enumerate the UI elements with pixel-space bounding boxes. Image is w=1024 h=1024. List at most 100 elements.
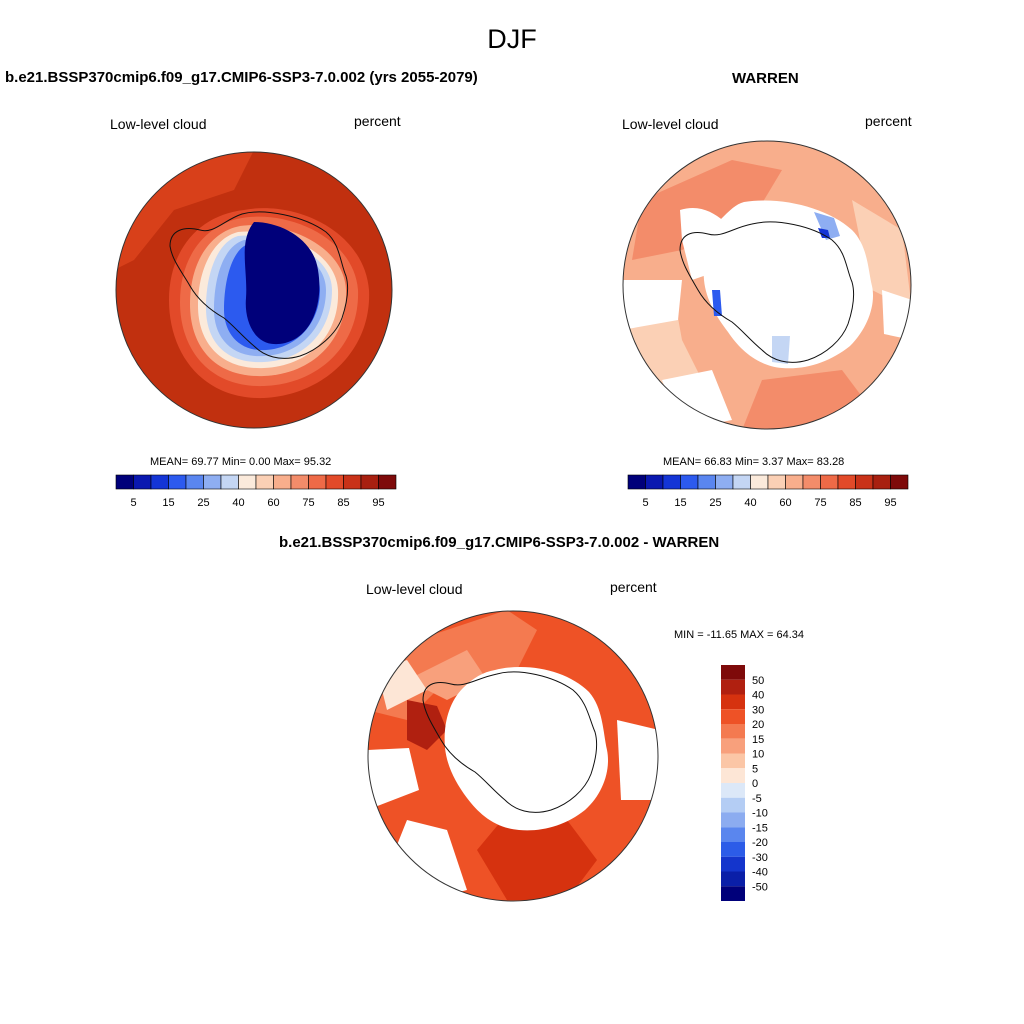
diff-colorbar-swatch bbox=[721, 679, 745, 695]
diff-colorbar-tick-label: -30 bbox=[752, 852, 768, 864]
model-colorbar-swatch bbox=[220, 474, 239, 490]
diff-colorbar-tick-label: -40 bbox=[752, 867, 768, 879]
model-polar-map bbox=[115, 151, 393, 429]
obs-units-label: percent bbox=[865, 113, 912, 129]
diff-colorbar-tick-label: 5 bbox=[752, 763, 758, 775]
diff-colorbar-swatch bbox=[721, 783, 745, 798]
diff-colorbar-swatch bbox=[721, 856, 745, 872]
model-map-boundary bbox=[115, 151, 393, 429]
obs-colorbar-swatch bbox=[662, 474, 681, 490]
model-colorbar-swatch bbox=[325, 474, 344, 490]
model-colorbar-swatch bbox=[255, 474, 274, 490]
diff-colorbar-swatch bbox=[721, 812, 745, 828]
model-colorbar-tick-label: 25 bbox=[197, 497, 209, 509]
model-panel-title: b.e21.BSSP370cmip6.f09_g17.CMIP6-SSP3-7.… bbox=[5, 69, 478, 86]
obs-variable-label: Low-level cloud bbox=[622, 116, 719, 132]
model-colorbar-swatch bbox=[238, 474, 257, 490]
diff-colorbar-swatch bbox=[721, 694, 745, 710]
model-colorbar-swatch bbox=[343, 474, 362, 490]
obs-colorbar-swatch bbox=[750, 474, 769, 490]
model-colorbar-swatch bbox=[378, 474, 397, 490]
obs-panel-title: WARREN bbox=[732, 70, 799, 87]
diff-colorbar-swatch bbox=[721, 886, 745, 901]
diff-colorbar-tick-label: -5 bbox=[752, 793, 762, 805]
obs-polar-map bbox=[622, 140, 912, 430]
model-colorbar-tick-label: 5 bbox=[130, 497, 136, 509]
obs-map-boundary bbox=[622, 140, 912, 430]
obs-colorbar-swatch bbox=[820, 474, 839, 490]
obs-colorbar-swatch bbox=[872, 474, 891, 490]
model-colorbar-swatch bbox=[290, 474, 309, 490]
model-colorbar-swatch bbox=[203, 474, 222, 490]
diff-colorbar-tick-label: 30 bbox=[752, 704, 764, 716]
diff-colorbar-tick-label: 0 bbox=[752, 778, 758, 790]
figure-title: DJF bbox=[487, 24, 537, 54]
obs-colorbar-swatch bbox=[715, 474, 734, 490]
model-colorbar-tick-label: 60 bbox=[267, 497, 279, 509]
obs-colorbar-tick-label: 60 bbox=[779, 497, 791, 509]
obs-colorbar-swatch bbox=[802, 474, 821, 490]
diff-colorbar-tick-label: 10 bbox=[752, 749, 764, 761]
model-stats: MEAN= 69.77 Min= 0.00 Max= 95.32 bbox=[150, 456, 332, 468]
diff-variable-label: Low-level cloud bbox=[366, 581, 463, 597]
model-colorbar-swatch bbox=[360, 474, 379, 490]
model-antarctica-coastline bbox=[169, 211, 349, 359]
diff-colorbar-swatch bbox=[721, 753, 745, 769]
obs-colorbar-swatch bbox=[890, 474, 909, 490]
obs-colorbar-swatch bbox=[645, 474, 664, 490]
obs-colorbar-tick-label: 5 bbox=[642, 497, 648, 509]
diff-colorbar-tick-label: -50 bbox=[752, 881, 768, 893]
diff-units-label: percent bbox=[610, 579, 657, 595]
diff-colorbar-swatch bbox=[721, 871, 745, 887]
diff-colorbar-swatch bbox=[721, 797, 745, 813]
obs-fill-nw bbox=[632, 160, 782, 260]
model-colorbar-tick-label: 95 bbox=[372, 497, 384, 509]
diff-colorbar-swatch bbox=[721, 665, 745, 680]
diff-colorbar-swatch bbox=[721, 724, 745, 739]
model-colorbar-tick-label: 40 bbox=[232, 497, 244, 509]
obs-colorbar-tick-label: 40 bbox=[744, 497, 756, 509]
model-colorbar-swatch bbox=[150, 474, 169, 490]
obs-colorbar-tick-label: 95 bbox=[884, 497, 896, 509]
obs-colorbar-swatch bbox=[680, 474, 699, 490]
model-units-label: percent bbox=[354, 113, 401, 129]
obs-colorbar-tick-label: 85 bbox=[849, 497, 861, 509]
diff-colorbar-tick-label: -20 bbox=[752, 837, 768, 849]
model-colorbar-swatch bbox=[115, 474, 134, 490]
model-fill-core bbox=[244, 222, 320, 345]
obs-colorbar-swatch bbox=[697, 474, 716, 490]
diff-map-boundary bbox=[367, 610, 659, 902]
obs-colorbar-swatch bbox=[785, 474, 804, 490]
diff-colorbar-tick-label: 20 bbox=[752, 719, 764, 731]
obs-antarctica-coastline bbox=[679, 221, 855, 363]
diff-stats: MIN = -11.65 MAX = 64.34 bbox=[674, 629, 805, 641]
diff-colorbar-swatch bbox=[721, 709, 745, 724]
obs-colorbar-swatch bbox=[837, 474, 856, 490]
diff-colorbar-swatch bbox=[721, 738, 745, 754]
model-colorbar-swatch bbox=[185, 474, 204, 490]
obs-colorbar-tick-label: 15 bbox=[674, 497, 686, 509]
model-colorbar-tick-label: 85 bbox=[337, 497, 349, 509]
diff-colorbar-tick-label: 50 bbox=[752, 675, 764, 687]
obs-colorbar-swatch bbox=[855, 474, 874, 490]
model-colorbar-swatch bbox=[168, 474, 187, 490]
obs-colorbar: 5 15 25 40 60 75 85 95 bbox=[627, 474, 909, 509]
model-colorbar-swatch bbox=[308, 474, 327, 490]
obs-colorbar-swatch bbox=[627, 474, 646, 490]
model-colorbar: 5 15 25 40 60 75 85 95 bbox=[115, 474, 397, 509]
diff-colorbar-swatch bbox=[721, 768, 745, 783]
model-colorbar-swatch bbox=[273, 474, 292, 490]
obs-colorbar-swatch bbox=[767, 474, 786, 490]
diff-colorbar-tick-label: 15 bbox=[752, 734, 764, 746]
diff-colorbar-tick-label: -15 bbox=[752, 822, 768, 834]
obs-colorbar-tick-label: 25 bbox=[709, 497, 721, 509]
diff-colorbar-tick-label: 40 bbox=[752, 690, 764, 702]
obs-colorbar-swatch bbox=[732, 474, 751, 490]
diff-polar-map bbox=[367, 610, 659, 902]
diff-colorbar-swatch bbox=[721, 827, 745, 842]
diff-panel-title: b.e21.BSSP370cmip6.f09_g17.CMIP6-SSP3-7.… bbox=[279, 534, 720, 551]
model-colorbar-tick-label: 75 bbox=[302, 497, 314, 509]
diff-colorbar-swatch bbox=[721, 842, 745, 857]
diff-colorbar-tick-label: -10 bbox=[752, 808, 768, 820]
